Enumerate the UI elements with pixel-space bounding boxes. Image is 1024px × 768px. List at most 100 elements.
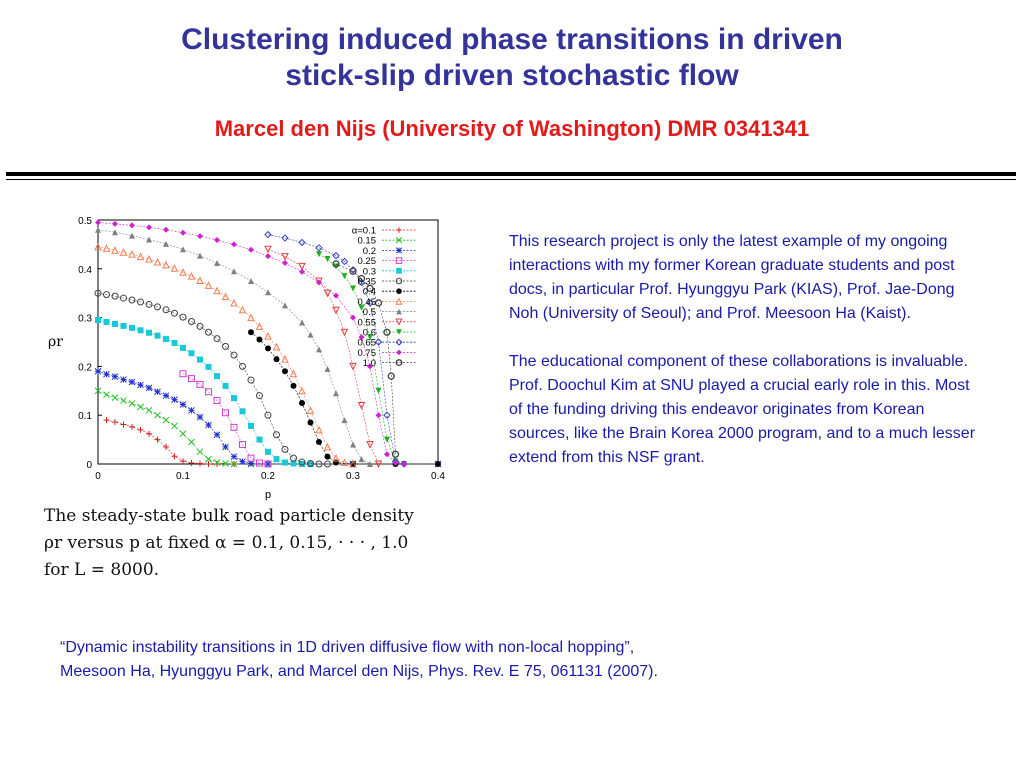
x-tick-label: 0.4	[431, 471, 445, 482]
data-point	[384, 436, 390, 443]
data-point	[188, 318, 195, 326]
series-line	[97, 292, 328, 465]
data-point	[272, 342, 281, 351]
data-point	[163, 336, 169, 343]
data-point	[120, 421, 127, 428]
paragraph-collaborations: This research project is only the latest…	[509, 233, 955, 322]
data-point	[120, 322, 127, 329]
data-point	[163, 226, 169, 233]
data-point	[162, 306, 170, 314]
data-point	[392, 460, 399, 467]
data-point	[196, 448, 204, 456]
caption-line-2: ρr versus p at fixed α = 0.1, 0.15, · · …	[44, 533, 409, 553]
data-point	[94, 387, 102, 395]
data-point	[213, 431, 221, 439]
data-point	[332, 251, 340, 260]
data-point	[281, 445, 289, 453]
data-point	[162, 416, 170, 424]
data-point	[145, 254, 153, 263]
data-point	[395, 257, 403, 264]
data-point	[395, 318, 403, 326]
series-line	[97, 229, 371, 465]
data-point	[120, 376, 127, 383]
data-point	[213, 286, 221, 295]
data-point	[128, 250, 136, 258]
description-text: This research project is only the latest…	[509, 230, 979, 494]
y-tick-label: 0.2	[78, 362, 92, 373]
data-point	[230, 423, 238, 431]
data-point	[222, 409, 229, 417]
data-point	[396, 349, 402, 356]
data-point	[239, 458, 246, 465]
data-point	[205, 328, 212, 336]
data-point	[112, 220, 118, 227]
data-point	[214, 259, 220, 266]
x-tick-label: 0.1	[176, 471, 190, 482]
data-point	[154, 436, 161, 443]
citation-authors: Meesoon Ha, Hyunggyu Park, and Marcel de…	[60, 663, 658, 680]
x-tick-label: 0.2	[261, 471, 275, 482]
data-point	[340, 257, 349, 266]
data-point	[315, 425, 323, 434]
data-point	[111, 292, 119, 300]
legend-label: 0.3	[363, 266, 376, 277]
data-point	[273, 431, 280, 439]
data-point	[435, 461, 441, 467]
data-point	[94, 289, 102, 297]
data-point	[323, 442, 332, 451]
legend-label: 0.5	[363, 307, 376, 318]
data-point	[137, 426, 144, 433]
data-point	[197, 356, 203, 363]
data-point	[387, 372, 395, 380]
data-point	[374, 338, 383, 346]
data-point	[332, 260, 340, 268]
data-point	[256, 459, 263, 467]
x-tick-label: 0	[95, 471, 101, 482]
data-point	[137, 381, 144, 389]
data-point	[95, 226, 101, 233]
data-point	[146, 236, 152, 243]
data-point	[396, 308, 402, 315]
data-point	[282, 259, 288, 266]
data-point	[95, 317, 101, 324]
data-point	[103, 391, 110, 399]
data-point	[171, 396, 178, 403]
data-point	[265, 253, 271, 260]
data-point	[273, 356, 280, 363]
data-point	[154, 388, 161, 396]
data-point	[179, 370, 187, 378]
series-line	[97, 246, 354, 465]
data-point	[366, 299, 374, 307]
data-point	[395, 359, 403, 367]
series-line	[97, 319, 311, 465]
data-point	[340, 328, 349, 337]
legend-label: 0.35	[358, 277, 377, 288]
data-point	[282, 459, 288, 466]
data-point	[94, 367, 102, 375]
data-point	[265, 289, 271, 296]
series-line	[267, 249, 379, 465]
data-point	[247, 376, 255, 384]
data-point	[146, 329, 152, 336]
series-line	[97, 370, 438, 465]
data-point	[231, 241, 237, 248]
data-point	[222, 443, 229, 451]
data-point	[264, 411, 272, 419]
data-point	[332, 454, 340, 462]
data-point	[307, 331, 314, 338]
data-point	[102, 244, 111, 252]
data-point	[298, 386, 306, 395]
data-point	[264, 230, 272, 239]
legend-label: 0.2	[363, 246, 376, 257]
data-point	[264, 460, 272, 468]
data-point	[306, 406, 315, 414]
data-point	[103, 291, 110, 299]
data-point	[316, 439, 322, 446]
data-point	[163, 240, 169, 247]
data-point	[248, 246, 254, 253]
caption-line-3: for L = 8000.	[44, 560, 160, 580]
data-point	[129, 232, 135, 239]
data-point	[196, 413, 204, 421]
data-point	[111, 246, 119, 254]
data-point	[112, 229, 118, 236]
